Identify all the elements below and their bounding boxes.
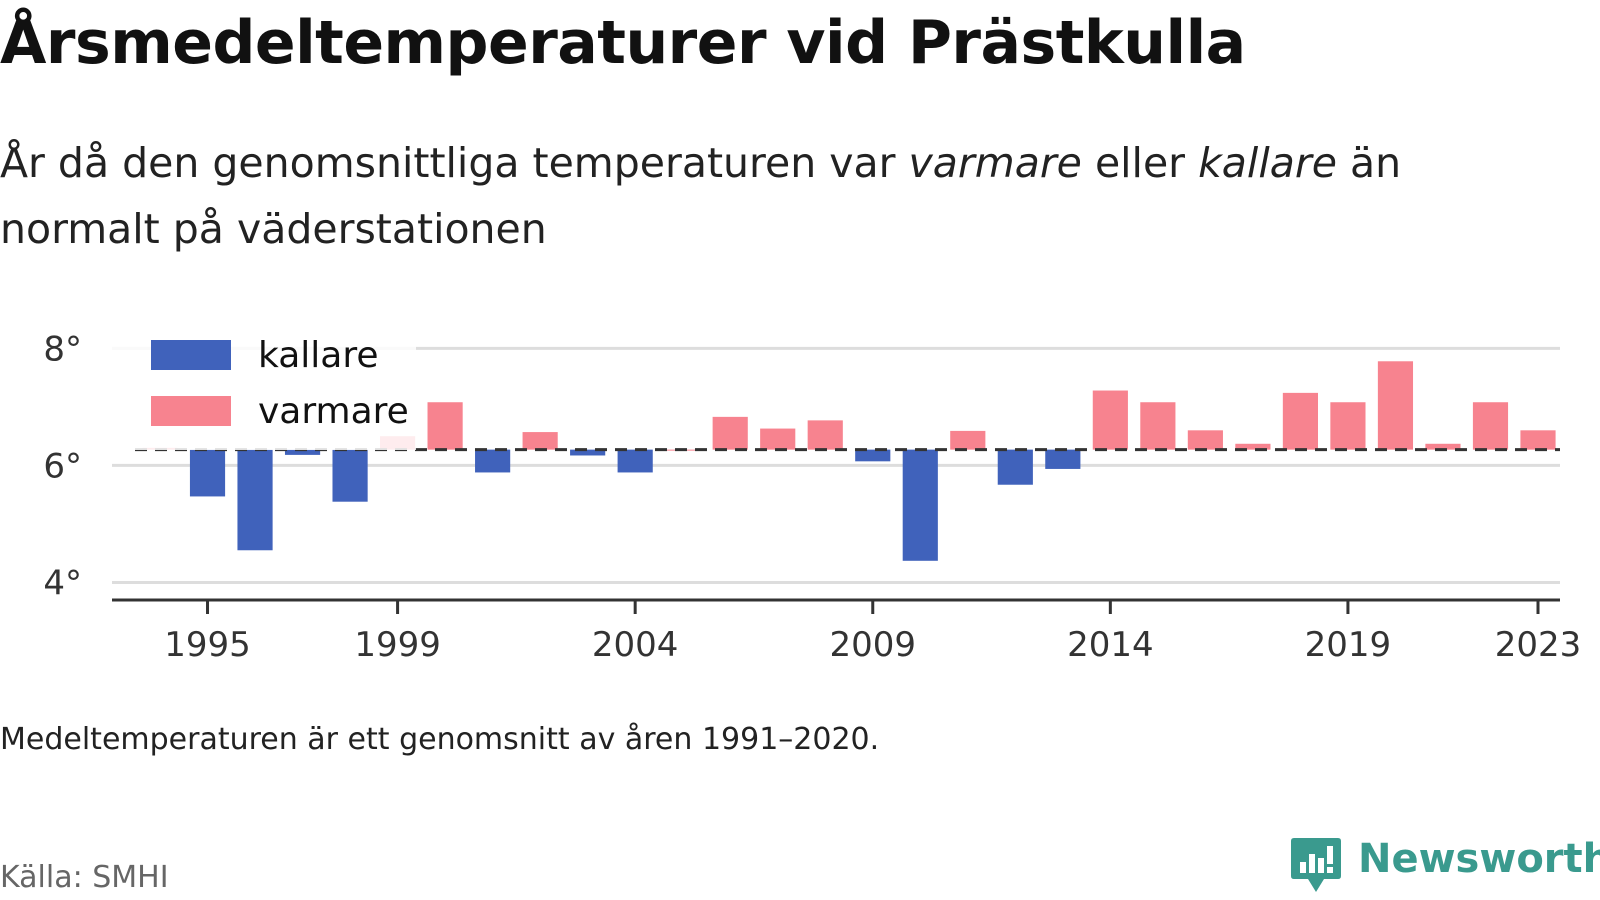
chart-legend: kallare varmare [108, 328, 416, 450]
bar-1998 [332, 449, 368, 502]
x-tick-label: 1995 [164, 625, 251, 665]
bar-2011 [950, 430, 986, 450]
newsworthy-logo-icon [1291, 838, 1341, 892]
bar-2016 [1187, 430, 1223, 450]
bar-2002 [522, 432, 558, 450]
bar-2001 [475, 449, 511, 473]
bar-2000 [427, 402, 463, 450]
bar-2008 [807, 420, 843, 450]
bar-2006 [712, 416, 748, 450]
x-tick-label: 2014 [1067, 625, 1154, 665]
bar-2021 [1425, 443, 1461, 450]
y-tick-label: 6° [43, 446, 82, 486]
y-tick-label: 8° [43, 329, 82, 369]
bar-2014 [1092, 390, 1128, 450]
bar-2019 [1330, 402, 1366, 450]
legend-swatch-varmare [151, 396, 231, 426]
subtitle-text-3: än normalt på väderstationen [0, 139, 1402, 253]
page-subtitle: År då den genomsnittliga temperaturen va… [0, 130, 1560, 262]
subtitle-warm-word: varmare [908, 139, 1082, 187]
chart-y-axis: 4° 6° 8° [43, 329, 82, 603]
x-tick-label: 1999 [354, 625, 441, 665]
footnote: Medeltemperaturen är ett genomsnitt av å… [0, 722, 880, 757]
bar-2017 [1235, 443, 1271, 450]
temperature-bar-chart: kallare varmare 4° 6° 8° 1995 1999 2004 2009 20… [43, 328, 1582, 665]
subtitle-cold-word: kallare [1198, 139, 1337, 187]
source-credit: Källa: SMHI [0, 860, 169, 895]
bar-2020 [1377, 361, 1414, 450]
x-tick-label: 2019 [1305, 625, 1392, 665]
subtitle-text-1: År då den genomsnittliga temperaturen va… [0, 139, 909, 187]
bar-2013 [1045, 449, 1081, 469]
x-tick-label: 2004 [592, 625, 679, 665]
bar-1995 [189, 449, 226, 497]
page-title: Årsmedeltemperaturer vid Prästkulla [0, 8, 1246, 78]
chart-bars [142, 361, 1556, 561]
bar-2010 [902, 449, 938, 561]
x-tick-label: 2023 [1495, 625, 1582, 665]
subtitle-text-2: eller [1081, 139, 1199, 187]
bar-2023 [1520, 430, 1556, 450]
legend-swatch-kallare [151, 340, 231, 370]
legend-label-varmare: varmare [258, 391, 409, 432]
bar-2007 [760, 428, 796, 450]
bar-2015 [1140, 402, 1176, 450]
bar-2004 [617, 449, 653, 473]
newsworthy-logo: Newsworthy [1290, 836, 1600, 896]
chart-x-axis: 1995 1999 2004 2009 2014 2019 2023 [112, 598, 1582, 665]
bar-2018 [1282, 392, 1318, 450]
bar-1996 [237, 449, 273, 551]
bar-2022 [1472, 402, 1509, 450]
x-tick-label: 2009 [829, 625, 916, 665]
newsworthy-logo-text: Newsworthy [1358, 836, 1600, 882]
bar-1997 [284, 449, 321, 455]
y-tick-label: 4° [43, 563, 82, 603]
bar-2003 [570, 449, 606, 456]
legend-label-kallare: kallare [258, 335, 379, 376]
bar-2009 [855, 449, 891, 462]
bar-2012 [997, 449, 1033, 485]
